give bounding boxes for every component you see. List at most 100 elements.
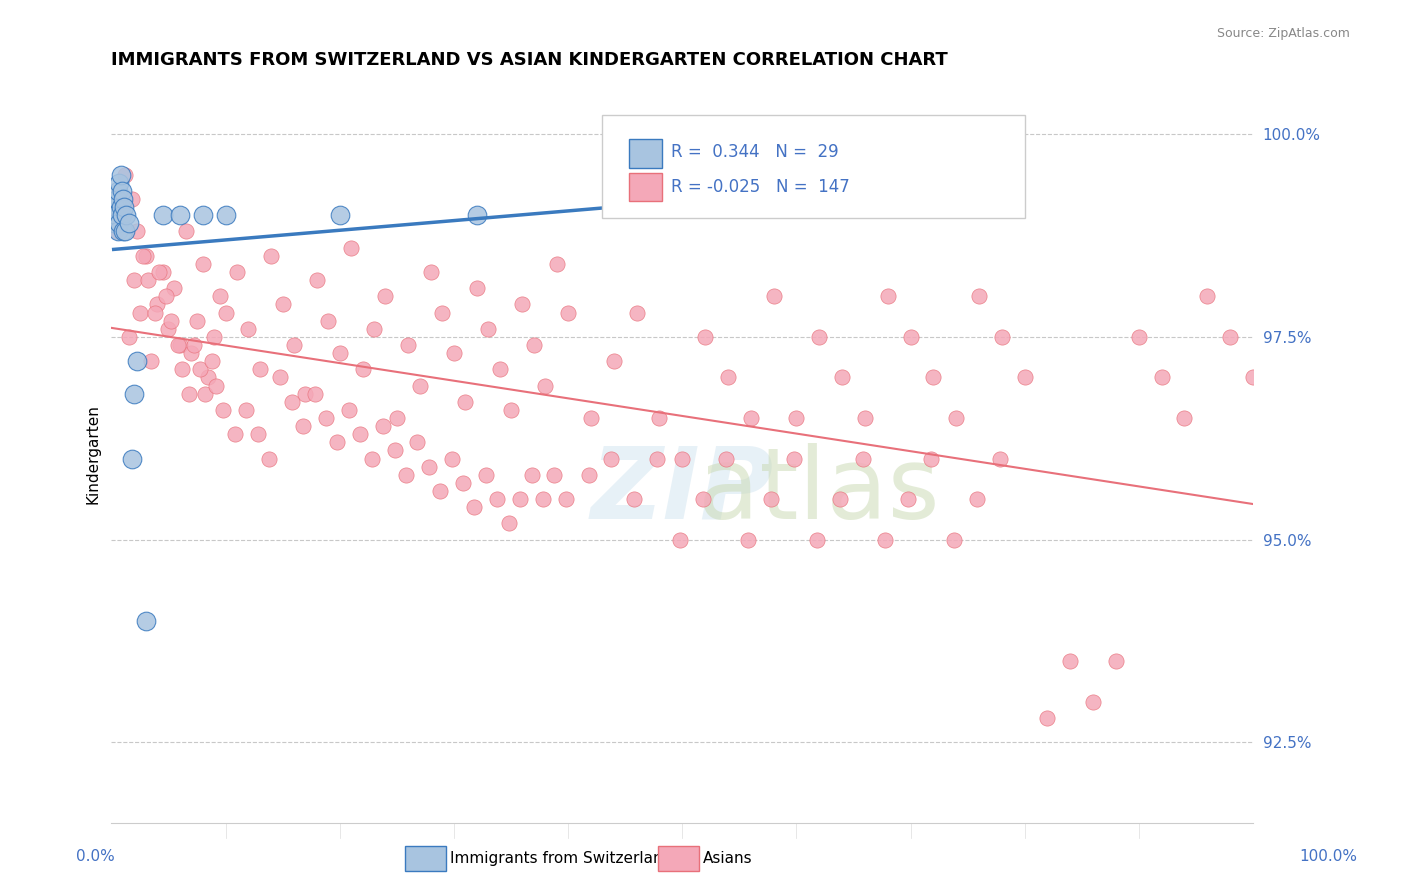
Point [132,249,155,263]
Point [762,289,785,303]
Point [326,435,349,450]
Point [363,322,385,336]
Point [117,330,139,344]
Text: ZIP: ZIP [591,443,773,540]
Point [121,451,143,466]
Point [340,241,363,255]
Point [967,289,990,303]
Point [509,492,531,507]
Point [740,411,762,425]
Point [385,411,408,425]
Point [614,192,637,206]
Point [169,338,191,352]
Point [1219,330,1241,344]
Point [224,427,246,442]
Point [107,225,129,239]
Point [136,273,159,287]
Point [520,467,543,482]
Point [463,500,485,515]
Point [110,168,132,182]
Point [920,451,942,466]
Point [1014,370,1036,384]
Point [875,533,897,547]
Point [988,451,1011,466]
Point [111,184,134,198]
Point [235,403,257,417]
Point [212,403,235,417]
FancyBboxPatch shape [602,115,1025,219]
Point [135,249,157,263]
Point [966,492,988,507]
Point [475,467,498,482]
Point [783,451,806,466]
Point [396,338,419,352]
Point [853,411,876,425]
Point [194,386,217,401]
Point [111,208,134,222]
Point [465,208,488,222]
Point [761,492,783,507]
Point [129,305,152,319]
Point [432,305,454,319]
Point [214,208,236,222]
Point [201,354,224,368]
Point [257,451,280,466]
Point [318,314,340,328]
Point [578,467,600,482]
Point [498,516,520,531]
Point [105,192,128,206]
Point [111,192,134,206]
Text: R =  0.344   N =  29: R = 0.344 N = 29 [671,143,838,161]
Point [360,451,382,466]
Point [208,289,231,303]
Point [329,208,352,222]
Point [141,354,163,368]
Point [645,451,668,466]
Point [557,305,579,319]
Point [269,370,291,384]
Point [205,378,228,392]
Point [648,411,671,425]
Point [808,330,831,344]
Point [443,346,465,360]
Point [714,451,737,466]
Point [420,265,443,279]
Point [337,403,360,417]
Point [546,257,568,271]
Point [174,225,197,239]
Point [146,297,169,311]
Point [693,330,716,344]
Point [600,451,623,466]
FancyBboxPatch shape [628,139,662,169]
Point [418,459,440,474]
Point [169,208,191,222]
Point [454,394,477,409]
Point [737,533,759,547]
Point [180,346,202,360]
Point [543,467,565,482]
Point [190,362,212,376]
Point [876,289,898,303]
Point [349,427,371,442]
Point [294,386,316,401]
Point [115,208,138,222]
Point [159,314,181,328]
Point [271,297,294,311]
Point [945,411,967,425]
Point [246,427,269,442]
Point [238,322,260,336]
Point [111,208,134,222]
Point [486,492,509,507]
Point [669,533,692,547]
Point [143,305,166,319]
Point [111,225,134,239]
Point [371,419,394,434]
Point [214,305,236,319]
Point [148,265,170,279]
Point [191,208,214,222]
Point [408,378,430,392]
Point [512,297,534,311]
Point [922,370,945,384]
FancyBboxPatch shape [628,172,662,202]
Point [122,386,145,401]
